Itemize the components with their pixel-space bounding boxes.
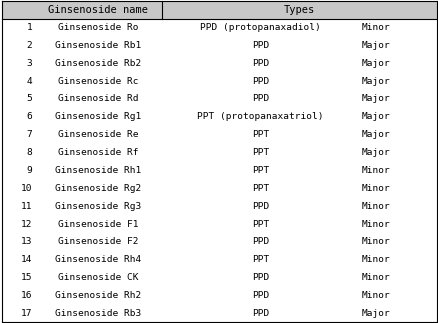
Text: Major: Major	[360, 94, 389, 103]
Text: Ginsenoside Re: Ginsenoside Re	[58, 130, 138, 139]
Text: PPT: PPT	[251, 130, 268, 139]
Text: 7: 7	[27, 130, 32, 139]
Text: 14: 14	[21, 255, 32, 264]
Text: 4: 4	[27, 77, 32, 86]
Text: 2: 2	[27, 41, 32, 50]
Text: PPT (protopanaxatriol): PPT (protopanaxatriol)	[197, 112, 323, 121]
Text: Minor: Minor	[360, 220, 389, 229]
Bar	[2, 1, 436, 18]
Text: PPD: PPD	[251, 41, 268, 50]
Text: 1: 1	[27, 23, 32, 32]
Text: 3: 3	[27, 59, 32, 68]
Text: Ginsenoside CK: Ginsenoside CK	[58, 273, 138, 282]
Text: Ginsenoside Rg3: Ginsenoside Rg3	[55, 202, 141, 211]
Text: Ginsenoside Rh4: Ginsenoside Rh4	[55, 255, 141, 264]
Text: PPD: PPD	[251, 309, 268, 318]
Text: Major: Major	[360, 41, 389, 50]
Text: PPT: PPT	[251, 148, 268, 157]
Text: 16: 16	[21, 291, 32, 300]
Text: Ginsenoside Rc: Ginsenoside Rc	[58, 77, 138, 86]
Text: Minor: Minor	[360, 273, 389, 282]
Text: Minor: Minor	[360, 202, 389, 211]
Text: PPD: PPD	[251, 202, 268, 211]
Text: 17: 17	[21, 309, 32, 318]
Text: PPT: PPT	[251, 166, 268, 175]
Text: Ginsenoside F1: Ginsenoside F1	[58, 220, 138, 229]
Text: Ginsenoside Rb3: Ginsenoside Rb3	[55, 309, 141, 318]
Text: 11: 11	[21, 202, 32, 211]
Text: PPT: PPT	[251, 184, 268, 193]
Text: Ginsenoside Rb1: Ginsenoside Rb1	[55, 41, 141, 50]
Text: 8: 8	[27, 148, 32, 157]
Text: Minor: Minor	[360, 237, 389, 246]
Text: Ginsenoside Rf: Ginsenoside Rf	[58, 148, 138, 157]
Text: Minor: Minor	[360, 23, 389, 32]
Text: Major: Major	[360, 130, 389, 139]
Text: 15: 15	[21, 273, 32, 282]
Text: Major: Major	[360, 148, 389, 157]
Text: Minor: Minor	[360, 291, 389, 300]
Text: Ginsenoside Rb2: Ginsenoside Rb2	[55, 59, 141, 68]
Text: PPD: PPD	[251, 291, 268, 300]
Text: PPD: PPD	[251, 77, 268, 86]
Text: Ginsenoside Rd: Ginsenoside Rd	[58, 94, 138, 103]
Text: 5: 5	[27, 94, 32, 103]
Text: 13: 13	[21, 237, 32, 246]
Text: Ginsenoside Rh2: Ginsenoside Rh2	[55, 291, 141, 300]
Text: Major: Major	[360, 77, 389, 86]
Text: Major: Major	[360, 112, 389, 121]
Text: Major: Major	[360, 309, 389, 318]
Text: Minor: Minor	[360, 166, 389, 175]
Text: 12: 12	[21, 220, 32, 229]
Text: 9: 9	[27, 166, 32, 175]
Text: PPD: PPD	[251, 273, 268, 282]
Text: PPD: PPD	[251, 94, 268, 103]
Text: Major: Major	[360, 59, 389, 68]
Text: PPT: PPT	[251, 255, 268, 264]
Text: Ginsenoside F2: Ginsenoside F2	[58, 237, 138, 246]
Text: Types: Types	[283, 5, 314, 15]
Text: 10: 10	[21, 184, 32, 193]
Text: PPD (protopanaxadiol): PPD (protopanaxadiol)	[200, 23, 320, 32]
Text: Minor: Minor	[360, 184, 389, 193]
Text: Ginsenoside Ro: Ginsenoside Ro	[58, 23, 138, 32]
Text: Ginsenoside name: Ginsenoside name	[48, 5, 148, 15]
Text: PPD: PPD	[251, 237, 268, 246]
Text: Ginsenoside Rg1: Ginsenoside Rg1	[55, 112, 141, 121]
Text: Ginsenoside Rh1: Ginsenoside Rh1	[55, 166, 141, 175]
Text: PPD: PPD	[251, 59, 268, 68]
Text: 6: 6	[27, 112, 32, 121]
Text: Minor: Minor	[360, 255, 389, 264]
Text: PPT: PPT	[251, 220, 268, 229]
Text: Ginsenoside Rg2: Ginsenoside Rg2	[55, 184, 141, 193]
